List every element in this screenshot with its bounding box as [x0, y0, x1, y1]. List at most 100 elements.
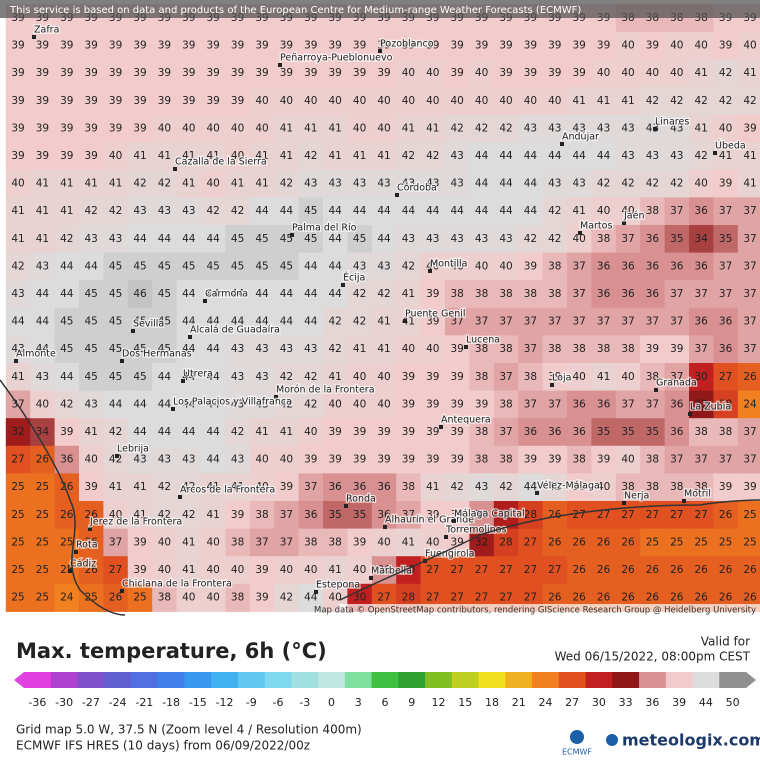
temp-cell [79, 473, 104, 502]
temp-value: 42 [11, 260, 24, 272]
temp-cell [493, 280, 519, 309]
temp-value: 44 [60, 371, 74, 383]
place-label: Dos Hermanas [122, 349, 192, 360]
temp-cell [664, 225, 690, 254]
colorbar-segment [291, 672, 319, 688]
temp-cell [152, 197, 178, 226]
temp-cell [249, 197, 275, 226]
temp-value: 39 [451, 536, 464, 548]
temp-value: 41 [402, 288, 415, 300]
temp-cell [5, 363, 31, 392]
temp-value: 37 [670, 316, 683, 328]
place-dot [622, 501, 626, 505]
temp-cell [152, 114, 178, 143]
temp-cell [518, 335, 544, 364]
temp-value: 39 [182, 40, 195, 52]
temp-cell [5, 307, 31, 336]
place-label: Granada [656, 378, 697, 389]
temp-cell [567, 142, 592, 171]
temp-value: 45 [158, 288, 171, 300]
temp-value: 27 [426, 564, 439, 576]
temp-value: 42 [695, 150, 708, 162]
temp-value: 41 [133, 509, 146, 521]
temp-cell [737, 280, 760, 309]
temp-value: 26 [36, 454, 50, 466]
temp-cell [713, 59, 739, 88]
temp-cell [54, 307, 80, 336]
temp-cell [615, 142, 641, 171]
colorbar-tick-label: -12 [216, 696, 234, 709]
place-dot [403, 319, 407, 323]
temp-value: 39 [133, 536, 146, 548]
temp-value: 24 [60, 592, 74, 604]
temp-value: 39 [646, 40, 659, 52]
temp-cell [347, 252, 373, 281]
temp-value: 37 [597, 316, 610, 328]
temp-cell [615, 445, 641, 474]
temp-value: 45 [280, 233, 293, 245]
temp-value: 39 [426, 426, 439, 438]
temp-cell [737, 390, 760, 419]
temp-cell [615, 225, 641, 254]
credit-bg [338, 604, 760, 616]
temp-cell [737, 307, 760, 336]
temp-value: 40 [426, 95, 439, 107]
temp-cell [176, 501, 202, 530]
temp-cell [176, 225, 202, 254]
temp-value: 41 [182, 178, 195, 190]
temp-cell [225, 87, 251, 116]
temp-value: 40 [304, 426, 317, 438]
temp-cell [249, 169, 275, 198]
temp-value: 40 [719, 122, 732, 134]
temp-value: 39 [402, 426, 415, 438]
temp-value: 26 [597, 592, 611, 604]
temp-value: 39 [231, 509, 244, 521]
temp-cell [323, 418, 348, 447]
temp-cell [54, 252, 80, 281]
temp-value: 39 [670, 343, 683, 355]
place-dot [278, 63, 282, 67]
temp-cell [591, 59, 617, 88]
temp-cell [274, 114, 300, 143]
temp-value: 39 [133, 95, 146, 107]
temp-value: 45 [255, 233, 268, 245]
temp-cell [249, 31, 275, 60]
temp-value: 38 [597, 343, 610, 355]
temp-cell [323, 87, 348, 116]
place-label: Jerez de la Frontera [89, 517, 182, 528]
temp-value: 24 [743, 398, 757, 410]
temp-value: 38 [329, 536, 342, 548]
temp-cell [420, 307, 446, 336]
temp-value: 41 [36, 178, 49, 190]
temp-value: 26 [670, 564, 684, 576]
temp-cell [201, 501, 226, 530]
temp-cell [542, 445, 568, 474]
temp-cell [176, 307, 202, 336]
temp-value: 40 [621, 67, 634, 79]
temp-cell [30, 583, 56, 612]
temp-cell [323, 556, 348, 585]
place-label: La Zubia [690, 402, 731, 413]
temp-value: 25 [11, 481, 24, 493]
temp-value: 26 [719, 592, 733, 604]
temp-value: 41 [719, 150, 732, 162]
temp-cell [225, 528, 251, 557]
temp-value: 44 [207, 398, 221, 410]
temp-cell [225, 59, 251, 88]
temp-cell [567, 59, 592, 88]
place-dot [32, 35, 36, 39]
ecmwf-logo [570, 730, 584, 744]
temp-value: 41 [353, 343, 366, 355]
place-dot [203, 299, 207, 303]
temp-value: 36 [60, 454, 74, 466]
temp-cell [567, 418, 592, 447]
temp-cell [249, 335, 275, 364]
temp-value: 43 [255, 343, 268, 355]
temp-value: 40 [475, 67, 488, 79]
temp-value: 41 [304, 122, 317, 134]
temp-cell [664, 335, 690, 364]
temp-value: 39 [255, 564, 268, 576]
temp-cell [737, 473, 760, 502]
temp-cell [30, 197, 56, 226]
temp-cell [103, 169, 129, 198]
